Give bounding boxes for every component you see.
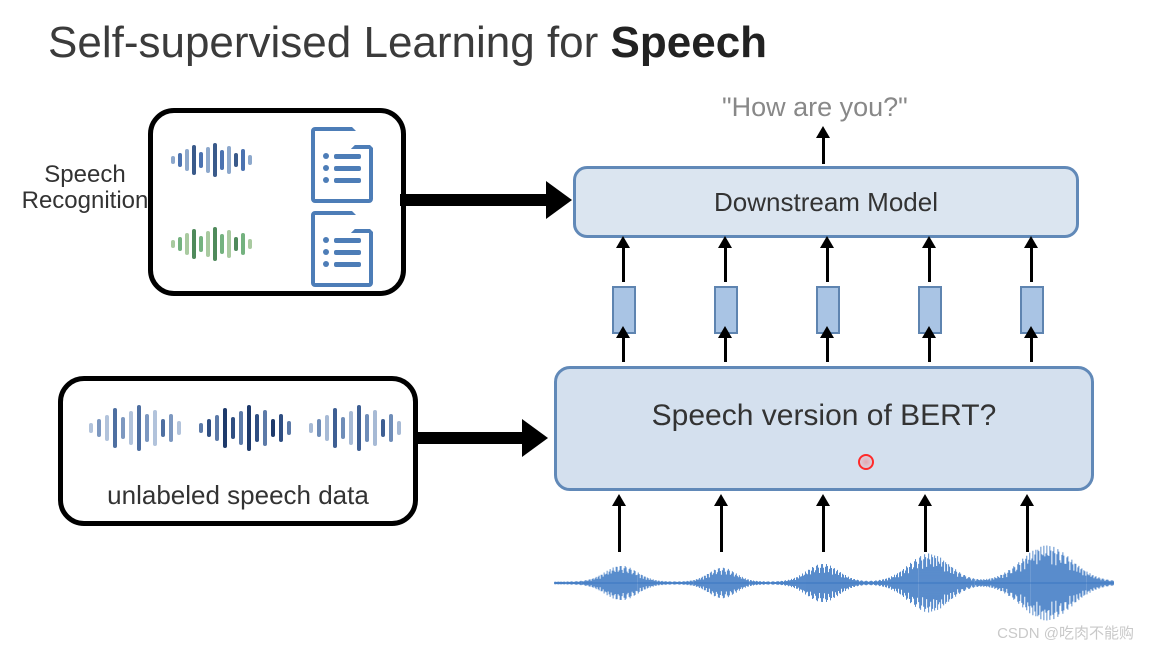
arrow-us-to-bert — [416, 432, 524, 444]
title-bold: Speech — [611, 18, 768, 67]
arrow-signal-to-bert-5 — [1026, 504, 1029, 552]
waveform-icon-us-3 — [309, 405, 401, 451]
document-icon-1 — [311, 127, 373, 203]
speech-signal-waveform — [554, 540, 1114, 626]
arrow-feature-to-downstream-4 — [928, 246, 931, 282]
waveform-icon-blue — [171, 143, 252, 177]
watermark: CSDN @吃肉不能购 — [997, 622, 1134, 643]
arrow-signal-to-bert-4 — [924, 504, 927, 552]
arrow-signal-to-bert-3 — [822, 504, 825, 552]
title-prefix: Self-supervised Learning for — [48, 18, 611, 67]
waveform-icon-green — [171, 227, 252, 261]
unlabeled-speech-box: unlabeled speech data — [58, 376, 418, 526]
arrow-bert-to-feature-5 — [1030, 336, 1033, 362]
downstream-model-box: Downstream Model — [573, 166, 1079, 238]
bert-label: Speech version of BERT? — [652, 399, 997, 433]
arrow-feature-to-downstream-5 — [1030, 246, 1033, 282]
arrow-feature-to-downstream-1 — [622, 246, 625, 282]
output-text: "How are you?" — [722, 92, 908, 123]
arrow-downstream-to-output — [822, 136, 825, 164]
laser-pointer-dot — [858, 454, 874, 470]
slide-title: Self-supervised Learning for Speech — [48, 18, 767, 68]
arrow-bert-to-feature-4 — [928, 336, 931, 362]
downstream-model-label: Downstream Model — [714, 187, 938, 218]
arrow-signal-to-bert-1 — [618, 504, 621, 552]
arrow-sr-to-downstream — [400, 194, 548, 206]
waveform-icon-us-2 — [199, 405, 291, 451]
arrow-bert-to-feature-1 — [622, 336, 625, 362]
speech-recognition-label: Speech Recognition — [20, 162, 150, 215]
waveform-icon-us-1 — [89, 405, 181, 451]
arrow-signal-to-bert-2 — [720, 504, 723, 552]
arrow-bert-to-feature-3 — [826, 336, 829, 362]
arrow-bert-to-feature-2 — [724, 336, 727, 362]
arrow-feature-to-downstream-3 — [826, 246, 829, 282]
bert-box: Speech version of BERT? — [554, 366, 1094, 491]
unlabeled-speech-label: unlabeled speech data — [63, 480, 413, 511]
speech-recognition-box — [148, 108, 406, 296]
arrow-feature-to-downstream-2 — [724, 246, 727, 282]
document-icon-2 — [311, 211, 373, 287]
